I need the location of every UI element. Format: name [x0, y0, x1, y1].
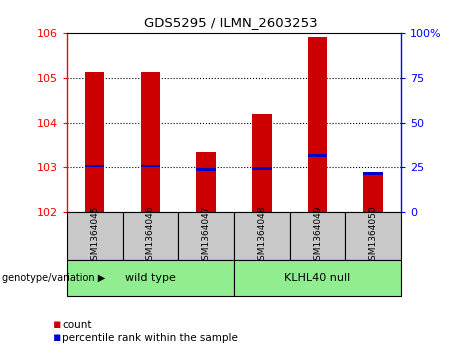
Text: percentile rank within the sample: percentile rank within the sample — [62, 333, 238, 343]
Bar — [290, 212, 345, 260]
Bar — [252, 167, 272, 170]
Bar — [67, 212, 123, 260]
Text: GSM1364046: GSM1364046 — [146, 206, 155, 266]
Text: ▪: ▪ — [53, 318, 61, 331]
Bar — [345, 212, 401, 260]
Text: GSM1364050: GSM1364050 — [369, 205, 378, 266]
Text: ▪: ▪ — [53, 331, 61, 344]
Bar — [141, 72, 160, 212]
Bar — [234, 212, 290, 260]
Text: GSM1364045: GSM1364045 — [90, 206, 99, 266]
Bar — [85, 72, 105, 212]
Bar — [234, 260, 401, 296]
Bar — [123, 212, 178, 260]
Text: GSM1364049: GSM1364049 — [313, 206, 322, 266]
Text: wild type: wild type — [125, 273, 176, 283]
Bar — [178, 212, 234, 260]
Bar — [363, 172, 383, 212]
Bar — [252, 114, 272, 212]
Text: GSM1364047: GSM1364047 — [201, 206, 211, 266]
Bar — [141, 165, 160, 167]
Bar — [308, 154, 327, 157]
Bar — [308, 37, 327, 212]
Text: KLHL40 null: KLHL40 null — [284, 273, 351, 283]
Bar — [196, 152, 216, 212]
Bar — [196, 168, 216, 171]
Text: genotype/variation ▶: genotype/variation ▶ — [2, 273, 106, 283]
Text: count: count — [62, 320, 92, 330]
Text: GSM1364048: GSM1364048 — [257, 206, 266, 266]
Bar — [85, 165, 105, 167]
Text: GDS5295 / ILMN_2603253: GDS5295 / ILMN_2603253 — [144, 16, 317, 29]
Bar — [67, 260, 234, 296]
Bar — [363, 172, 383, 175]
